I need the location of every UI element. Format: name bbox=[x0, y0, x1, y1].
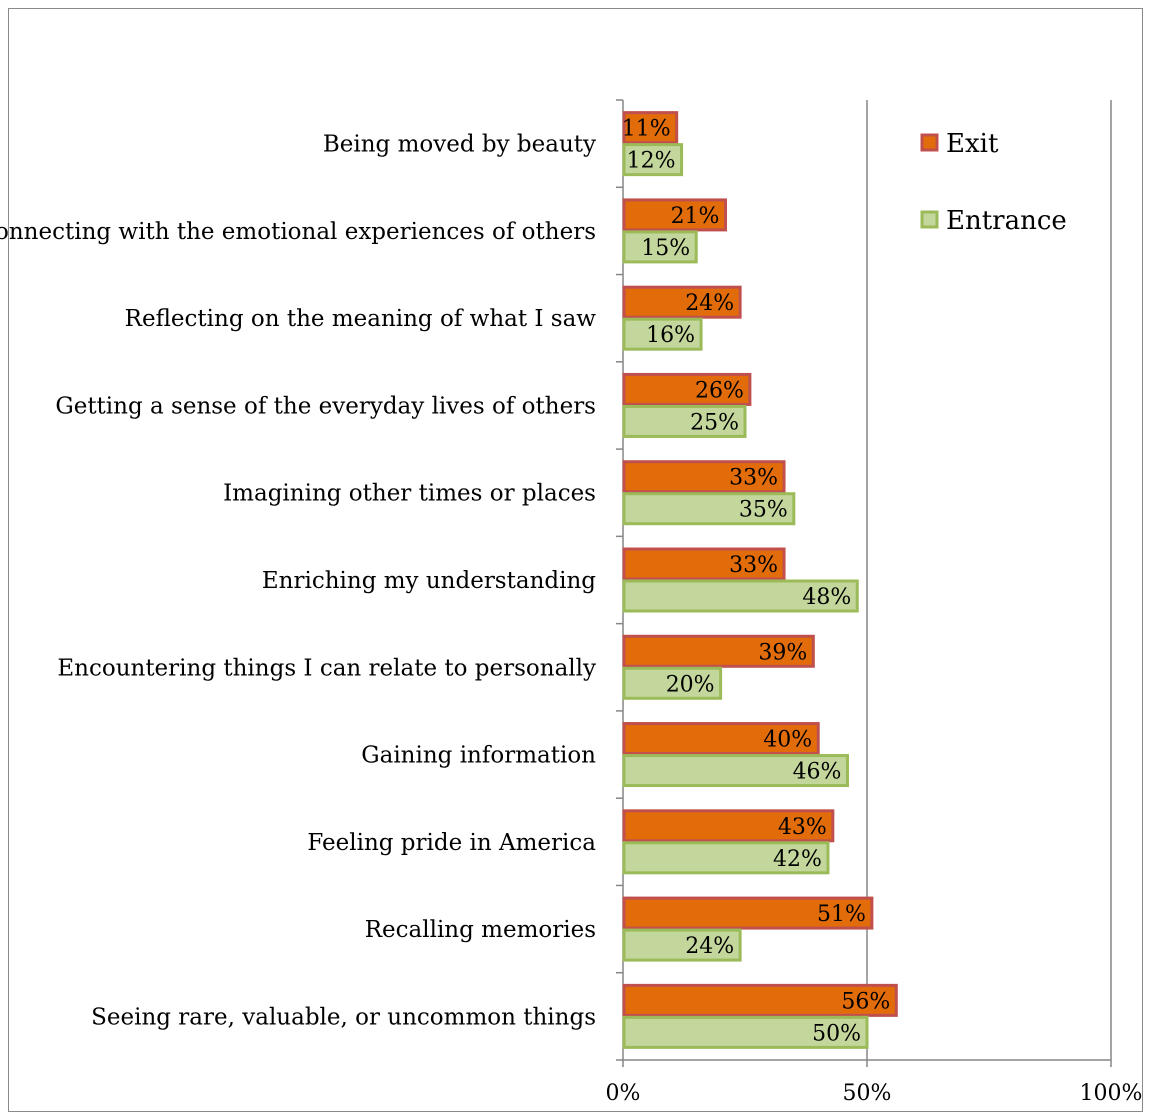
data-label-entrance: 16% bbox=[646, 323, 695, 348]
data-label-exit: 33% bbox=[729, 466, 778, 491]
data-label-entrance: 20% bbox=[666, 672, 715, 697]
data-label-exit: 11% bbox=[622, 117, 671, 142]
category-label: Gaining information bbox=[361, 743, 596, 769]
data-label-exit: 26% bbox=[695, 378, 744, 403]
bar-entrance bbox=[622, 1015, 869, 1049]
bar-entrance bbox=[622, 492, 796, 526]
category-label: Being moved by beauty bbox=[323, 132, 596, 158]
x-tick-label: 50% bbox=[843, 1081, 892, 1106]
bar-exit bbox=[622, 634, 815, 668]
data-label-entrance: 15% bbox=[641, 236, 690, 261]
bar-exit bbox=[622, 372, 752, 406]
bar-exit bbox=[622, 460, 786, 494]
data-label-exit: 40% bbox=[763, 728, 812, 753]
category-label: Getting a sense of the everyday lives of… bbox=[55, 393, 596, 419]
category-label: Recalling memories bbox=[365, 917, 596, 943]
bar-entrance bbox=[622, 143, 684, 177]
category-label: Connecting with the emotional experience… bbox=[0, 219, 596, 245]
data-label-entrance: 24% bbox=[685, 934, 734, 959]
data-label-exit: 21% bbox=[671, 204, 720, 229]
data-label-entrance: 46% bbox=[793, 760, 842, 785]
category-label: Imagining other times or places bbox=[223, 481, 596, 507]
bar-entrance bbox=[622, 579, 859, 613]
bar-entrance bbox=[622, 317, 703, 351]
bar-exit bbox=[622, 111, 679, 145]
x-tick-label: 0% bbox=[606, 1081, 641, 1106]
legend-label-exit: Exit bbox=[946, 129, 999, 159]
data-label-entrance: 42% bbox=[773, 847, 822, 872]
category-label: Feeling pride in America bbox=[307, 830, 596, 856]
data-label-entrance: 48% bbox=[802, 585, 851, 610]
data-label-entrance: 25% bbox=[690, 410, 739, 435]
legend-swatch-exit bbox=[920, 133, 939, 152]
bar-exit bbox=[622, 722, 820, 756]
bar-exit bbox=[622, 198, 727, 232]
data-label-exit: 39% bbox=[758, 640, 807, 665]
legend-swatch-entrance bbox=[920, 210, 939, 229]
data-label-entrance: 12% bbox=[627, 149, 676, 174]
data-label-exit: 33% bbox=[729, 553, 778, 578]
bar-entrance bbox=[622, 230, 698, 264]
data-label-exit: 43% bbox=[778, 815, 827, 840]
bar-exit bbox=[622, 285, 742, 319]
category-label: Seeing rare, valuable, or uncommon thing… bbox=[91, 1004, 596, 1030]
bar-exit bbox=[622, 983, 898, 1017]
data-label-exit: 51% bbox=[817, 902, 866, 927]
category-label: Enriching my understanding bbox=[262, 568, 596, 594]
bar-entrance bbox=[622, 666, 723, 700]
bar-entrance bbox=[622, 754, 849, 788]
bar-entrance bbox=[622, 404, 747, 438]
bar-exit bbox=[622, 896, 874, 930]
x-tick-label: 100% bbox=[1080, 1081, 1143, 1106]
data-label-entrance: 35% bbox=[739, 498, 788, 523]
data-label-exit: 24% bbox=[685, 291, 734, 316]
bar-exit bbox=[622, 809, 835, 843]
category-label: Reflecting on the meaning of what I saw bbox=[125, 306, 597, 332]
bar-entrance bbox=[622, 928, 742, 962]
bar-exit bbox=[622, 547, 786, 581]
chart-frame bbox=[8, 8, 1143, 1112]
data-label-entrance: 50% bbox=[812, 1021, 861, 1046]
bar-entrance bbox=[622, 841, 830, 875]
category-label: Encountering things I can relate to pers… bbox=[57, 655, 596, 681]
data-label-exit: 56% bbox=[841, 989, 890, 1014]
legend-label-entrance: Entrance bbox=[946, 206, 1067, 236]
